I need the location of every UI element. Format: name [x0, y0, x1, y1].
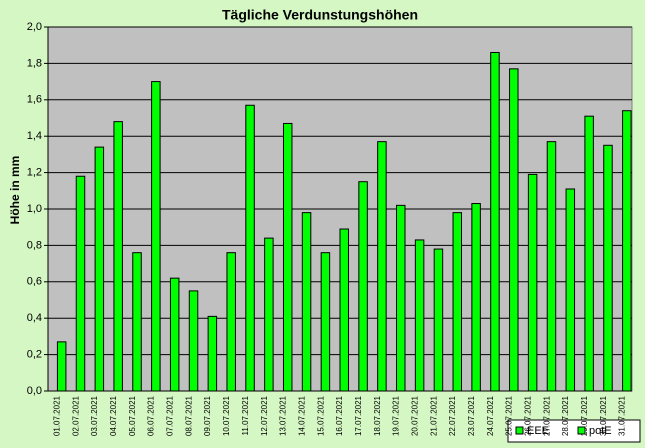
- x-tick-label: 29.07.2021: [580, 395, 589, 436]
- x-tick-label: 03.07.2021: [90, 395, 99, 436]
- y-axis-label: Höhe in mm: [8, 156, 22, 225]
- x-tick-label: 08.07.2021: [184, 395, 193, 436]
- x-tick-label: 10.07.2021: [222, 395, 231, 436]
- y-tick-label: 2,0: [27, 21, 42, 33]
- y-tick-label: 0,4: [27, 312, 42, 324]
- bar: [490, 51, 500, 392]
- x-tick-label: 05.07.2021: [128, 395, 137, 436]
- x-tick-label: 14.07.2021: [297, 395, 306, 436]
- bar: [622, 110, 632, 392]
- bar: [226, 252, 236, 392]
- x-tick-label: 30.07.2021: [599, 395, 608, 436]
- x-tick-label: 11.07.2021: [241, 395, 250, 435]
- bar: [565, 188, 576, 392]
- bar: [151, 81, 161, 392]
- x-tick-label: 07.07.2021: [166, 395, 175, 436]
- x-tick-label: 21.07.2021: [429, 395, 438, 436]
- x-tick-label: 01.07.2021: [53, 395, 62, 436]
- bar: [414, 239, 425, 392]
- bar: [584, 115, 594, 392]
- bar: [113, 121, 123, 392]
- bar: [320, 252, 331, 392]
- y-tick-label: 0,2: [27, 349, 42, 361]
- bar: [433, 248, 444, 392]
- y-tick-label: 1,0: [27, 203, 42, 215]
- bar: [282, 122, 293, 392]
- x-tick-label: 27.07.2021: [542, 395, 551, 436]
- x-tick-label: 28.07.2021: [561, 395, 570, 436]
- legend: [507, 419, 641, 443]
- y-tick-label: 0,6: [27, 276, 42, 288]
- y-tick-label: 1,6: [27, 94, 42, 106]
- bar: [207, 315, 218, 392]
- x-tick-label: 19.07.2021: [392, 395, 401, 436]
- legend-label: potE: [589, 425, 612, 437]
- bar: [358, 181, 368, 392]
- bar: [339, 228, 349, 392]
- x-tick-label: 09.07.2021: [203, 395, 212, 436]
- bar: [452, 212, 463, 392]
- x-tick-label: 31.07.2021: [618, 395, 627, 436]
- x-tick-label: 15.07.2021: [316, 395, 325, 436]
- y-tick-label: 1,4: [27, 130, 42, 142]
- y-tick-label: 0,8: [27, 239, 42, 251]
- x-tick-label: 22.07.2021: [448, 395, 457, 436]
- y-tick-label: 0,0: [27, 385, 42, 397]
- x-tick-label: 13.07.2021: [279, 395, 288, 436]
- x-tick-label: 16.07.2021: [335, 395, 344, 436]
- bar: [603, 144, 613, 392]
- bar: [301, 212, 312, 392]
- bar: [132, 252, 142, 392]
- x-tick-label: 23.07.2021: [467, 395, 476, 436]
- y-tick-label: 1,2: [27, 167, 42, 179]
- x-tick-label: 06.07.2021: [147, 395, 156, 436]
- x-tick-label: 20.07.2021: [410, 395, 419, 436]
- y-tick-label: 1,8: [27, 57, 42, 69]
- x-tick-label: 04.07.2021: [109, 395, 118, 436]
- x-tick-label: 24.07.2021: [486, 395, 495, 436]
- bar: [245, 104, 255, 392]
- legend-swatch: [577, 426, 586, 435]
- bar: [169, 277, 180, 392]
- x-tick-label: 02.07.2021: [71, 395, 80, 436]
- bar: [527, 173, 538, 392]
- bar: [75, 175, 86, 392]
- x-tick-label: 18.07.2021: [373, 395, 382, 436]
- bar: [471, 203, 481, 392]
- x-tick-label: 25.07.2021: [505, 395, 514, 436]
- x-tick-label: 26.07.2021: [523, 395, 532, 436]
- bar: [264, 237, 274, 392]
- bar: [188, 290, 199, 392]
- bar: [396, 204, 406, 392]
- bar: [509, 68, 519, 392]
- bar: [94, 146, 105, 392]
- x-tick-label: 12.07.2021: [260, 395, 269, 436]
- bar: [377, 141, 387, 392]
- bar: [56, 341, 67, 392]
- chart-title: Tägliche Verdunstungshöhen: [222, 7, 418, 23]
- legend-swatch: [515, 426, 524, 435]
- x-tick-label: 17.07.2021: [354, 395, 363, 436]
- legend-label: EEE: [527, 425, 549, 437]
- bar: [546, 141, 557, 392]
